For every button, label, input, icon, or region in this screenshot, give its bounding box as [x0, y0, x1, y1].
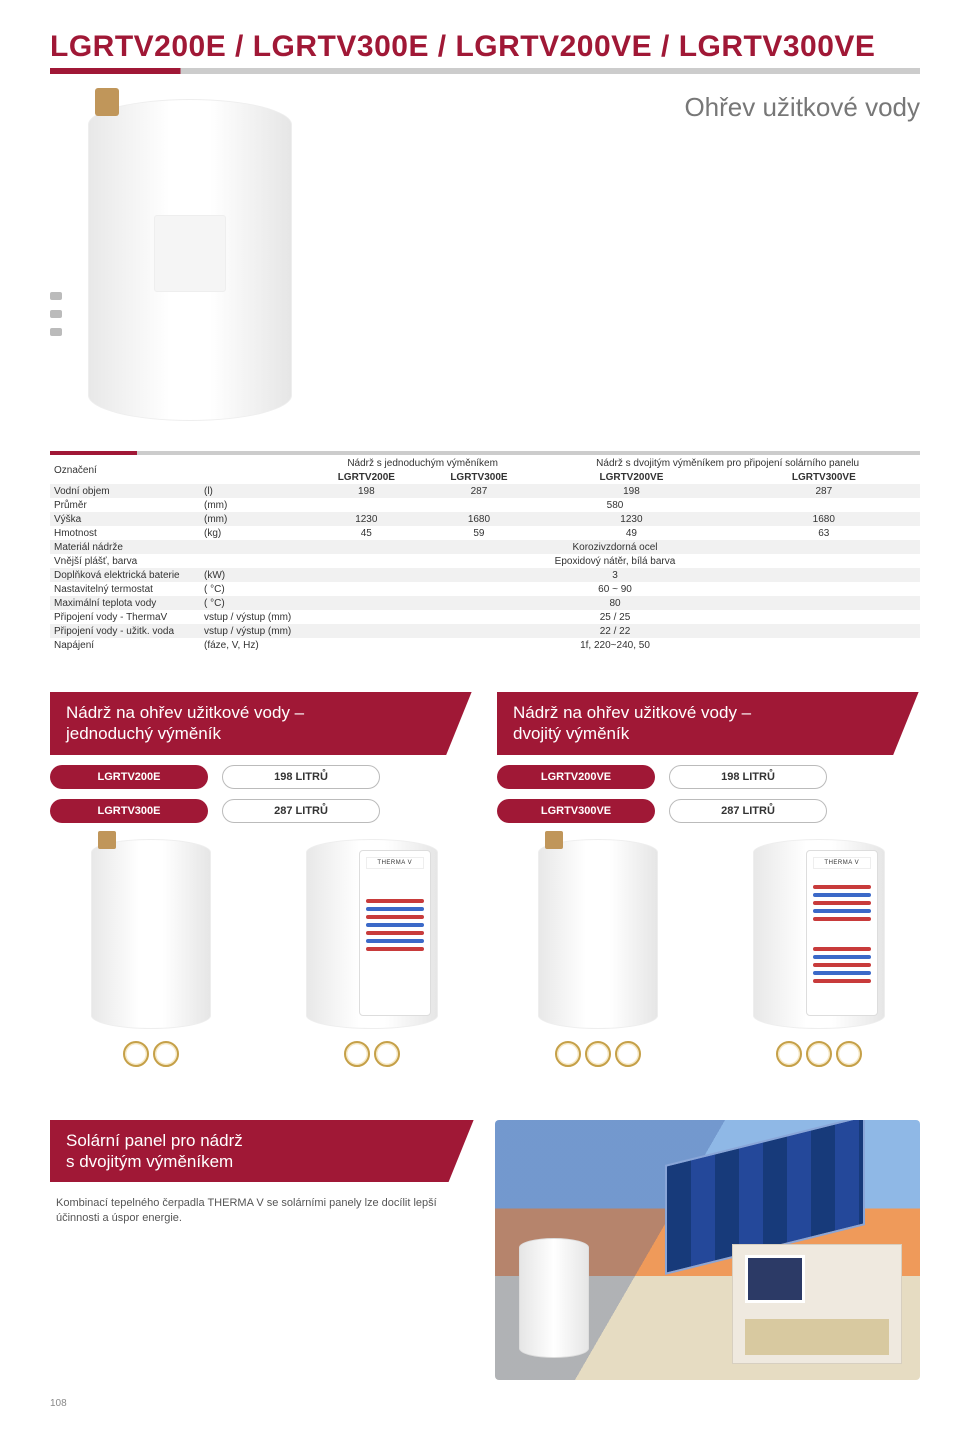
spec-cell: 580 — [310, 498, 920, 512]
spec-row-label: Výška — [50, 512, 200, 526]
spec-cell: 287 — [423, 484, 536, 498]
model-pill: LGRTV200VE — [497, 765, 655, 789]
table-row: Napájení(fáze, V, Hz)1f, 220~240, 50 — [50, 638, 920, 652]
table-row: Doplňková elektrická baterie(kW)3 — [50, 568, 920, 582]
spec-group-header: Nádrž s jednoduchým výměníkem — [310, 456, 535, 470]
spec-row-unit — [200, 554, 310, 568]
hero-product-image — [60, 91, 320, 421]
spec-row-unit: (mm) — [200, 512, 310, 526]
brand-label: THERMA V — [813, 857, 871, 869]
spec-header-label: Označení — [50, 456, 200, 484]
spec-row-label: Maximální teplota vody — [50, 596, 200, 610]
spec-row-label: Vodní objem — [50, 484, 200, 498]
spec-cell: 22 / 22 — [310, 624, 920, 638]
spec-cell: 60 ~ 90 — [310, 582, 920, 596]
spec-row-unit: ( °C) — [200, 596, 310, 610]
spec-cell: 1230 — [310, 512, 423, 526]
table-row: Nastavitelný termostat( °C)60 ~ 90 — [50, 582, 920, 596]
table-row: Průměr(mm)580 — [50, 498, 920, 512]
capacity-pill: 287 LITRŮ — [222, 799, 380, 823]
spec-row-unit: (fáze, V, Hz) — [200, 638, 310, 652]
spec-group-header: Nádrž s dvojitým výměníkem pro připojení… — [535, 456, 920, 470]
spec-row-label: Materiál nádrže — [50, 540, 200, 554]
spec-row-label: Vnější plášť, barva — [50, 554, 200, 568]
spec-row-label: Nastavitelný termostat — [50, 582, 200, 596]
spec-model-header: LGRTV200E — [310, 470, 423, 484]
solar-text-block: Solární panel pro nádrž s dvojitým výměn… — [50, 1120, 475, 1380]
table-row: Výška(mm)1230168012301680 — [50, 512, 920, 526]
capacity-pill: 198 LITRŮ — [669, 765, 827, 789]
product-image — [497, 839, 700, 1072]
spec-row-label: Hmotnost — [50, 526, 200, 540]
spec-cell: 1680 — [423, 512, 536, 526]
spec-row-label: Doplňková elektrická baterie — [50, 568, 200, 582]
table-row: Hmotnost(kg)45594963 — [50, 526, 920, 540]
spec-row-unit: vstup / výstup (mm) — [200, 624, 310, 638]
spec-model-header: LGRTV200VE — [535, 470, 727, 484]
spec-row-unit: ( °C) — [200, 582, 310, 596]
panel-double-coil: Nádrž na ohřev užitkové vody – dvojitý v… — [497, 692, 920, 1072]
table-row: Materiál nádrže Korozivzdorná ocel — [50, 540, 920, 554]
spec-cell: Epoxidový nátěr, bílá barva — [310, 554, 920, 568]
spec-row-unit: (l) — [200, 484, 310, 498]
capacity-pill: 198 LITRŮ — [222, 765, 380, 789]
spec-cell: 80 — [310, 596, 920, 610]
spec-cell: 287 — [728, 484, 920, 498]
spec-row-unit: (kW) — [200, 568, 310, 582]
panel-title-line: Nádrž na ohřev užitkové vody – — [66, 702, 457, 723]
spec-cell: Korozivzdorná ocel — [310, 540, 920, 554]
spec-cell: 1680 — [728, 512, 920, 526]
title-accent-bar — [50, 68, 920, 74]
spec-cell: 59 — [423, 526, 536, 540]
spec-cell: 3 — [310, 568, 920, 582]
panel-single-coil: Nádrž na ohřev užitkové vody – jednoduch… — [50, 692, 473, 1072]
spec-row-label: Připojení vody - užitk. voda — [50, 624, 200, 638]
model-pill: LGRTV300VE — [497, 799, 655, 823]
spec-model-header: LGRTV300VE — [728, 470, 920, 484]
model-pill: LGRTV300E — [50, 799, 208, 823]
brand-label: THERMA V — [366, 857, 424, 869]
table-row: Vnější plášť, barva Epoxidový nátěr, bílá… — [50, 554, 920, 568]
product-cutaway-image: THERMA V — [271, 839, 474, 1072]
product-cutaway-image: THERMA V — [718, 839, 921, 1072]
spec-row-label: Připojení vody - ThermaV — [50, 610, 200, 624]
capacity-pill: 287 LITRŮ — [669, 799, 827, 823]
spec-cell: 63 — [728, 526, 920, 540]
spec-row-label: Průměr — [50, 498, 200, 512]
spec-cell: 45 — [310, 526, 423, 540]
panel-title-line: Nádrž na ohřev užitkové vody – — [513, 702, 904, 723]
solar-title-line: Solární panel pro nádrž — [66, 1130, 459, 1151]
spec-model-header: LGRTV300E — [423, 470, 536, 484]
solar-title-line: s dvojitým výměníkem — [66, 1151, 459, 1172]
page-number: 108 — [50, 1398, 920, 1409]
spec-row-unit: (kg) — [200, 526, 310, 540]
table-row: Maximální teplota vody( °C)80 — [50, 596, 920, 610]
product-image — [50, 839, 253, 1072]
spec-table: Označení Nádrž s jednoduchým výměníkem N… — [50, 451, 920, 652]
model-pill: LGRTV200E — [50, 765, 208, 789]
spec-cell: 1230 — [535, 512, 727, 526]
spec-cell: 1f, 220~240, 50 — [310, 638, 920, 652]
page-title: LGRTV200E / LGRTV300E / LGRTV200VE / LGR… — [50, 30, 920, 64]
panel-title-line: dvojitý výměník — [513, 723, 904, 744]
table-row: Připojení vody - užitk. vodavstup / výst… — [50, 624, 920, 638]
spec-cell: 198 — [535, 484, 727, 498]
spec-row-unit: (mm) — [200, 498, 310, 512]
table-row: Vodní objem(l)198287198287 — [50, 484, 920, 498]
solar-illustration — [495, 1120, 920, 1380]
spec-cell: 198 — [310, 484, 423, 498]
spec-cell: 49 — [535, 526, 727, 540]
spec-cell: 25 / 25 — [310, 610, 920, 624]
spec-row-label: Napájení — [50, 638, 200, 652]
solar-description: Kombinací tepelného čerpadla THERMA V se… — [50, 1182, 475, 1227]
spec-row-unit — [200, 540, 310, 554]
spec-row-unit: vstup / výstup (mm) — [200, 610, 310, 624]
panel-title-line: jednoduchý výměník — [66, 723, 457, 744]
table-row: Připojení vody - ThermaVvstup / výstup (… — [50, 610, 920, 624]
